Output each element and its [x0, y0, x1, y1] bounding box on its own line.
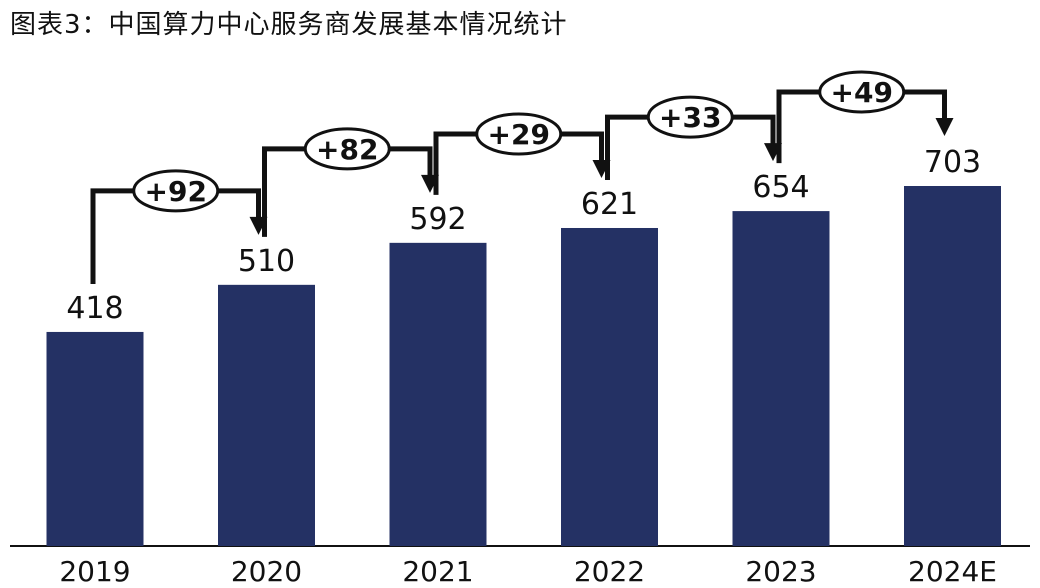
change-arrow-2024E	[935, 118, 954, 136]
bar-2023	[732, 211, 830, 546]
category-label-2022: 2022	[574, 555, 645, 588]
change-oval-2021	[303, 127, 391, 171]
change-label-2024E: +49	[831, 76, 893, 109]
bar-2024E	[904, 186, 1001, 546]
category-label-2020: 2020	[231, 555, 302, 588]
value-label-2022: 621	[581, 187, 638, 222]
change-label-2022: +29	[488, 118, 550, 151]
value-label-2021: 592	[409, 202, 466, 237]
chart-title: 图表3：中国算力中心服务商发展基本情况统计	[10, 10, 568, 40]
bar-2022	[561, 227, 658, 547]
value-label-2024E: 703	[924, 145, 981, 180]
category-label-2021: 2021	[402, 555, 473, 588]
change-oval-2022	[475, 112, 563, 156]
category-label-2023: 2023	[745, 555, 816, 588]
change-label-2021: +82	[316, 133, 378, 166]
category-label-2019: 2019	[59, 555, 130, 588]
change-label-2023: +33	[659, 101, 721, 134]
labels-group: 418 2019 510 2020 592 2021 621 2022 654 2023 703 20…	[59, 145, 997, 588]
value-label-2020: 510	[238, 244, 295, 279]
category-label-2024E: 2024E	[908, 555, 997, 588]
change-connectors-group: +92 +82 +29 +33 +49	[90, 70, 954, 284]
change-oval-2020	[132, 169, 220, 213]
change-label-2020: +92	[145, 175, 207, 208]
bar-2021	[389, 242, 487, 546]
value-label-2019: 418	[66, 291, 123, 326]
bar-2020	[218, 284, 315, 546]
bars-group	[46, 186, 1001, 547]
change-oval-2024E	[818, 70, 906, 114]
bar-2019	[46, 331, 144, 546]
change-oval-2023	[646, 95, 734, 139]
value-label-2023: 654	[752, 170, 809, 205]
